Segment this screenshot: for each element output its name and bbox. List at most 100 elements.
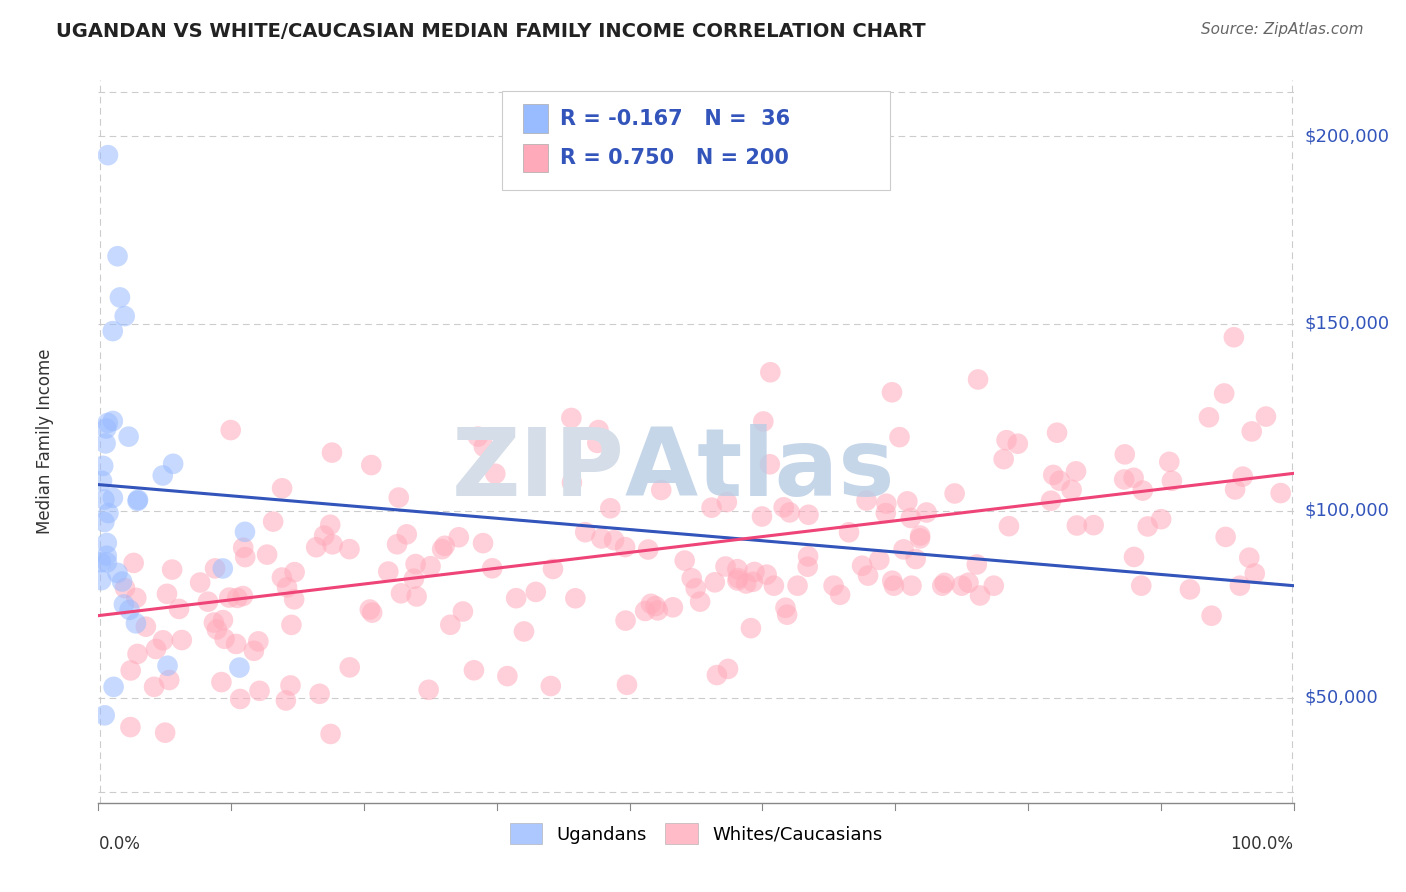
Point bbox=[540, 679, 562, 693]
Point bbox=[153, 725, 176, 739]
Point bbox=[143, 680, 166, 694]
Point bbox=[321, 445, 343, 459]
Point bbox=[725, 574, 748, 588]
Point bbox=[513, 624, 536, 639]
Point bbox=[740, 621, 762, 635]
Point bbox=[908, 528, 931, 542]
Point bbox=[875, 506, 897, 520]
Point bbox=[463, 663, 485, 677]
Point bbox=[96, 421, 118, 435]
Point bbox=[1049, 474, 1071, 488]
Point bbox=[505, 591, 527, 606]
Point bbox=[591, 532, 613, 546]
Point bbox=[101, 491, 124, 505]
Point bbox=[117, 429, 139, 443]
Point bbox=[127, 494, 149, 508]
Point bbox=[1040, 493, 1063, 508]
Point bbox=[586, 436, 609, 450]
Point bbox=[744, 565, 766, 579]
Point bbox=[274, 693, 297, 707]
Point bbox=[388, 491, 411, 505]
Point bbox=[108, 290, 131, 304]
Point bbox=[94, 436, 117, 450]
Point bbox=[339, 660, 361, 674]
Point bbox=[1132, 483, 1154, 498]
Point bbox=[96, 549, 118, 563]
Point bbox=[637, 542, 659, 557]
Point bbox=[91, 458, 114, 473]
Point bbox=[1066, 518, 1088, 533]
Point bbox=[882, 574, 904, 588]
Point bbox=[640, 597, 662, 611]
Point bbox=[157, 673, 180, 687]
Point bbox=[96, 555, 118, 569]
Point bbox=[197, 595, 219, 609]
Point bbox=[755, 567, 778, 582]
Point bbox=[751, 509, 773, 524]
Point bbox=[998, 519, 1021, 533]
Point bbox=[1240, 425, 1263, 439]
Point bbox=[574, 525, 596, 540]
Text: 0.0%: 0.0% bbox=[98, 835, 141, 854]
Text: Atlas: Atlas bbox=[624, 425, 894, 516]
Point bbox=[308, 687, 330, 701]
Text: $50,000: $50,000 bbox=[1305, 689, 1378, 707]
Point bbox=[900, 511, 922, 525]
Point bbox=[212, 613, 235, 627]
Point bbox=[389, 586, 412, 600]
Point bbox=[122, 556, 145, 570]
Point bbox=[243, 644, 266, 658]
Point bbox=[93, 492, 115, 507]
Point bbox=[145, 642, 167, 657]
Point bbox=[797, 549, 820, 564]
Point bbox=[727, 571, 749, 585]
Point bbox=[1232, 469, 1254, 483]
Point bbox=[233, 524, 256, 539]
Point bbox=[276, 580, 298, 594]
Point bbox=[1114, 447, 1136, 461]
Point bbox=[1178, 582, 1201, 597]
Point bbox=[1046, 425, 1069, 440]
Point bbox=[472, 440, 495, 454]
Point bbox=[447, 530, 470, 544]
Point bbox=[271, 481, 294, 495]
Point bbox=[433, 539, 456, 553]
Point bbox=[662, 600, 685, 615]
Point bbox=[759, 457, 782, 471]
Point bbox=[983, 579, 1005, 593]
Point bbox=[97, 506, 120, 520]
Point bbox=[211, 561, 233, 575]
Point bbox=[1213, 386, 1236, 401]
Point bbox=[125, 616, 148, 631]
Point bbox=[361, 606, 384, 620]
Point bbox=[229, 692, 252, 706]
Point bbox=[893, 542, 915, 557]
Point bbox=[796, 559, 818, 574]
Point bbox=[1161, 474, 1184, 488]
Point bbox=[1215, 530, 1237, 544]
Point bbox=[700, 500, 723, 515]
Point bbox=[226, 591, 249, 605]
Point bbox=[1150, 512, 1173, 526]
Point bbox=[599, 501, 621, 516]
Point bbox=[776, 607, 799, 622]
Point bbox=[395, 527, 418, 541]
Point bbox=[451, 605, 474, 619]
Point bbox=[838, 525, 860, 540]
Point bbox=[855, 493, 877, 508]
Point bbox=[107, 249, 129, 263]
Point bbox=[1083, 518, 1105, 533]
Point bbox=[225, 637, 247, 651]
Point bbox=[993, 452, 1015, 467]
Point bbox=[339, 542, 361, 557]
Point bbox=[1123, 549, 1146, 564]
Point bbox=[1060, 483, 1083, 497]
Point bbox=[1042, 467, 1064, 482]
Point bbox=[741, 574, 763, 589]
Point bbox=[616, 678, 638, 692]
Point bbox=[111, 574, 134, 589]
Point bbox=[101, 324, 124, 338]
Point bbox=[232, 541, 254, 555]
Point bbox=[673, 553, 696, 567]
Point bbox=[896, 494, 918, 508]
